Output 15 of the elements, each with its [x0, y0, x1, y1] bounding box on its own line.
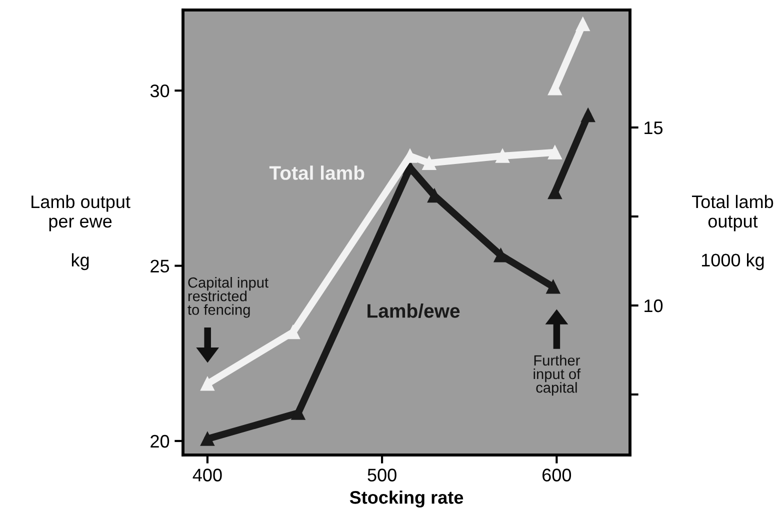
- x-tick-label: 400: [192, 468, 222, 482]
- y-tick-label: 20: [150, 434, 170, 448]
- y-tick-label: 25: [150, 260, 170, 273]
- annotation: Capital input restricted to fencing: [188, 277, 268, 318]
- y2-tick-label: 10: [644, 299, 663, 312]
- y2-tick-label: 15: [644, 122, 663, 134]
- series-label: Lamb/ewe: [368, 304, 460, 318]
- x-tick-label: 600: [542, 468, 572, 482]
- y-tick-label: 30: [150, 84, 170, 98]
- x-axis-title: Stocking rate: [350, 490, 464, 508]
- annotation: Further input of capital: [534, 354, 581, 396]
- text: Lamb output per ewe kg: [32, 194, 130, 270]
- text: Total lamb output 1000 kg: [692, 194, 774, 270]
- x-tick-label: 500: [368, 468, 396, 482]
- series-label: Total lamb: [269, 166, 364, 180]
